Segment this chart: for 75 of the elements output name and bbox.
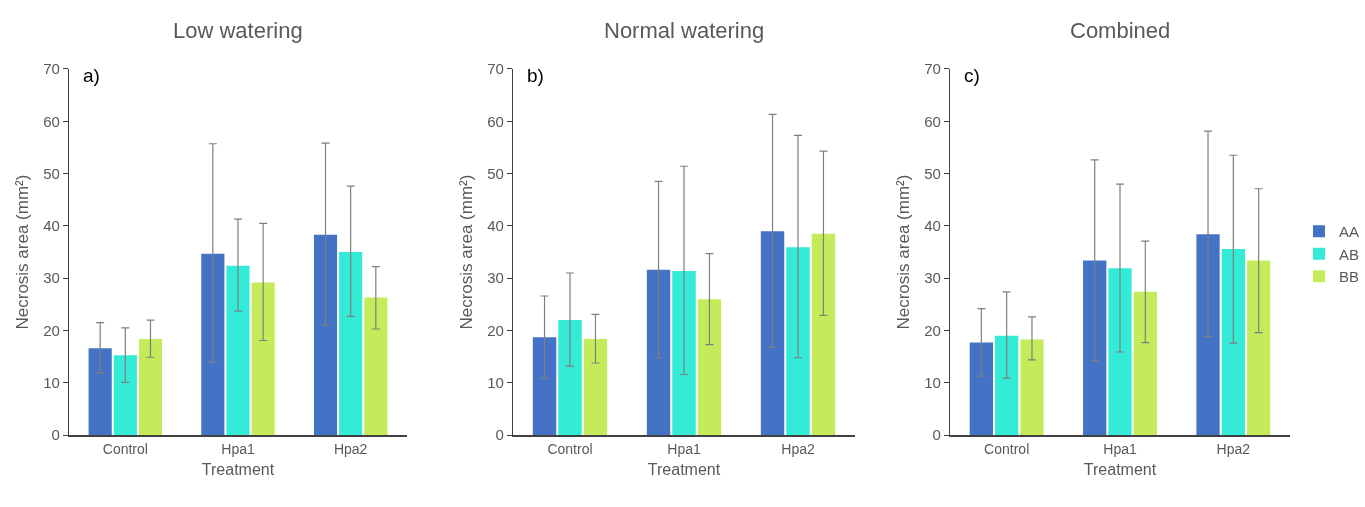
- chart-title: Normal watering: [604, 18, 765, 43]
- bar: [1133, 291, 1157, 436]
- y-tick-label: 30: [924, 269, 941, 287]
- y-tick-label: 50: [487, 164, 504, 182]
- x-tick-label: Hpa2: [781, 440, 815, 457]
- y-tick-label: 60: [924, 112, 941, 130]
- y-tick-label: 50: [924, 164, 941, 182]
- x-axis-title: Treatment: [647, 460, 721, 478]
- bar: [811, 233, 836, 436]
- bar: [532, 337, 557, 436]
- y-tick-label: 10: [487, 374, 504, 392]
- y-tick-label: 70: [43, 60, 60, 78]
- x-axis-title: Treatment: [1083, 460, 1157, 478]
- legend-label: BB: [1339, 268, 1360, 286]
- x-tick-label: Control: [547, 440, 593, 457]
- y-tick-label: 20: [924, 321, 941, 339]
- y-tick-label: 0: [495, 426, 504, 444]
- y-tick-label: 70: [487, 60, 504, 78]
- bar: [313, 234, 338, 436]
- annotation: b): [527, 65, 544, 86]
- y-tick-label: 60: [487, 112, 504, 130]
- y-tick-label: 70: [924, 60, 941, 78]
- y-axis-title: Necrosis area (mm²): [893, 174, 913, 330]
- y-axis-title: Necrosis area (mm²): [456, 174, 476, 330]
- y-tick-label: 10: [43, 374, 60, 392]
- y-tick-label: 30: [487, 269, 504, 287]
- annotation: a): [83, 65, 100, 86]
- x-tick-label: Hpa1: [667, 440, 701, 457]
- bar: [1221, 248, 1245, 436]
- bar: [1020, 339, 1044, 436]
- chart-title: Low watering: [173, 18, 303, 43]
- bar: [995, 335, 1019, 436]
- legend-label: AB: [1339, 245, 1360, 263]
- bar: [113, 355, 137, 436]
- x-tick-label: Hpa1: [221, 440, 255, 457]
- bar: [1196, 234, 1220, 436]
- bar: [646, 269, 671, 436]
- bar: [672, 270, 696, 436]
- y-tick-label: 50: [43, 164, 60, 182]
- y-tick-label: 40: [43, 217, 60, 235]
- bar: [226, 265, 250, 436]
- bar: [583, 338, 608, 436]
- y-tick-label: 40: [924, 217, 941, 235]
- annotation: c): [964, 65, 980, 86]
- bar: [364, 297, 388, 436]
- bar: [251, 282, 275, 436]
- bar: [760, 231, 785, 436]
- x-tick-label: Hpa2: [333, 440, 368, 457]
- y-tick-label: 60: [43, 112, 60, 130]
- y-tick-label: 0: [932, 426, 941, 444]
- y-axis-title: Necrosis area (mm²): [12, 174, 32, 330]
- x-axis-title: Treatment: [201, 460, 275, 478]
- bar: [1108, 268, 1132, 436]
- x-tick-label: Control: [984, 440, 1030, 457]
- legend-label: AA: [1339, 223, 1360, 241]
- y-tick-label: 30: [43, 269, 60, 287]
- x-tick-label: Hpa1: [1103, 440, 1137, 457]
- bar: [697, 299, 722, 436]
- y-tick-label: 20: [43, 321, 60, 339]
- bar: [339, 252, 363, 436]
- bar: [969, 342, 993, 436]
- bar: [1247, 260, 1271, 436]
- y-tick-label: 10: [924, 374, 941, 392]
- bar: [786, 247, 810, 436]
- chart-title: Combined: [1070, 18, 1171, 43]
- x-tick-label: Hpa2: [1216, 440, 1251, 457]
- bar: [1083, 260, 1107, 436]
- y-tick-label: 40: [487, 217, 504, 235]
- bar: [201, 253, 225, 436]
- bar: [558, 320, 582, 436]
- bar: [138, 338, 163, 436]
- bar: [88, 348, 112, 436]
- y-tick-label: 0: [51, 426, 60, 444]
- y-tick-label: 20: [487, 321, 504, 339]
- x-tick-label: Control: [102, 440, 148, 457]
